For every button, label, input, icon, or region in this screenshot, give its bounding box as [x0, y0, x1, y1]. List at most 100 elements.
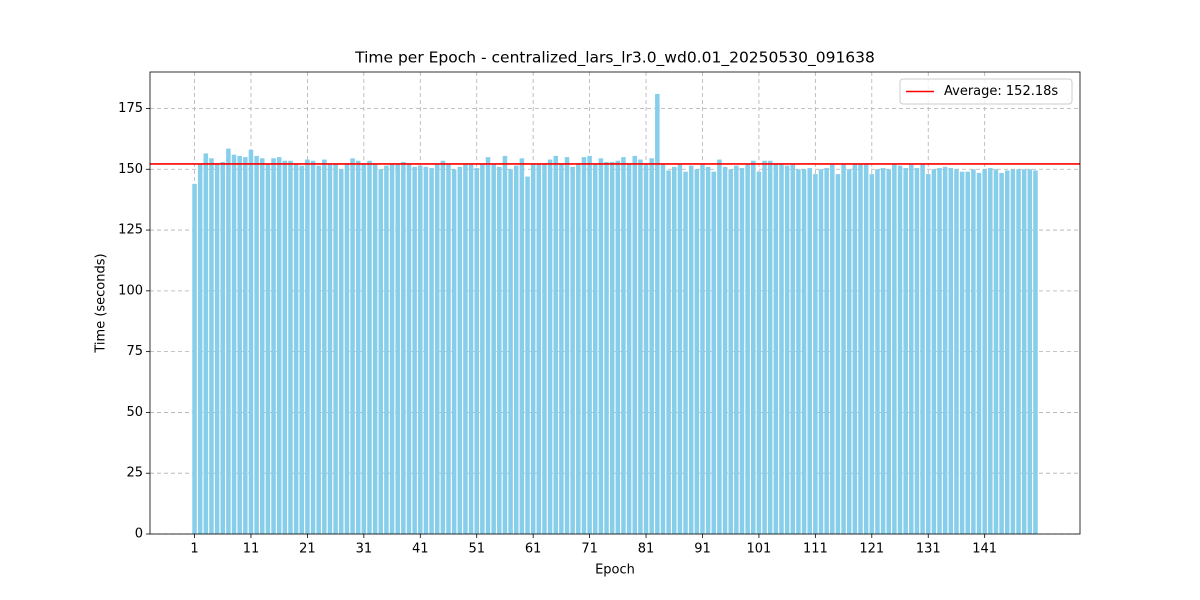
bar — [717, 159, 722, 534]
bar — [959, 171, 965, 534]
bar — [401, 161, 406, 534]
bar — [807, 168, 812, 534]
bar — [638, 159, 643, 534]
y-axis-label: Time (seconds) — [94, 253, 109, 353]
bar — [587, 155, 592, 535]
bar — [694, 169, 700, 534]
bar — [773, 164, 779, 534]
bar — [440, 160, 446, 534]
bar — [779, 164, 784, 534]
bar — [581, 157, 587, 534]
bar — [259, 158, 265, 535]
bar — [446, 164, 451, 534]
x-tick-label: 101 — [747, 542, 772, 557]
y-tick-label: 175 — [118, 101, 143, 116]
bar — [609, 161, 615, 534]
bar — [937, 168, 942, 534]
bar — [243, 157, 248, 534]
bar — [265, 164, 271, 534]
bar — [423, 166, 429, 534]
bar — [796, 169, 801, 534]
bar — [1016, 169, 1021, 534]
bar — [406, 164, 412, 534]
bar — [632, 155, 638, 535]
bar — [305, 159, 310, 534]
bar — [192, 183, 197, 534]
bar — [339, 169, 344, 534]
bar — [751, 160, 756, 534]
bar — [553, 155, 558, 535]
bar — [954, 169, 959, 534]
bar — [1010, 169, 1016, 534]
bar — [739, 168, 745, 534]
x-tick-label: 81 — [638, 542, 655, 557]
bar — [621, 157, 626, 534]
y-tick-label: 25 — [126, 466, 143, 481]
bar — [965, 171, 971, 534]
bar — [688, 165, 694, 534]
bar — [530, 164, 536, 534]
bar — [835, 174, 841, 534]
bar — [615, 160, 621, 534]
bar — [852, 164, 858, 534]
bar — [875, 169, 880, 534]
bar — [982, 169, 987, 534]
bar — [886, 169, 891, 534]
bar — [1021, 169, 1027, 534]
bar — [790, 164, 796, 534]
bar — [519, 158, 525, 535]
bar — [604, 161, 609, 534]
bar — [897, 165, 903, 534]
bar — [344, 163, 350, 534]
bar — [920, 164, 925, 534]
bar — [468, 164, 474, 534]
bar — [372, 164, 378, 534]
bar — [643, 164, 649, 534]
bar — [767, 160, 773, 534]
bar — [1004, 170, 1010, 534]
bar — [909, 164, 914, 534]
bar — [513, 165, 519, 534]
x-tick-label: 61 — [525, 542, 542, 557]
chart-title: Time per Epoch - centralized_lars_lr3.0_… — [354, 49, 875, 68]
bar — [711, 171, 717, 534]
bar — [999, 172, 1004, 534]
bar — [784, 165, 790, 534]
bar — [880, 168, 886, 534]
bar — [322, 159, 327, 534]
x-tick-label: 111 — [803, 542, 828, 557]
bar — [288, 160, 293, 534]
y-tick-label: 125 — [118, 223, 143, 238]
bar — [976, 172, 982, 534]
bar — [497, 166, 502, 534]
x-tick-label: 41 — [412, 542, 429, 557]
plot-frame — [149, 71, 1081, 535]
bar — [660, 164, 666, 534]
y-tick-label: 150 — [118, 162, 143, 177]
bar — [451, 169, 457, 534]
bar — [830, 164, 835, 534]
bar — [903, 168, 908, 534]
y-tick-label: 50 — [126, 405, 143, 420]
bar — [508, 169, 513, 534]
bar — [988, 168, 993, 534]
bar — [231, 154, 237, 534]
bar — [485, 157, 491, 534]
bar — [649, 158, 654, 535]
bar — [547, 159, 553, 534]
bar — [355, 160, 361, 534]
bar — [333, 164, 338, 534]
bar — [655, 93, 660, 534]
bar — [248, 149, 254, 534]
bar — [728, 169, 733, 534]
bar — [813, 174, 818, 534]
x-tick-label: 121 — [859, 542, 884, 557]
bar — [745, 164, 750, 534]
bar — [412, 166, 417, 534]
bar — [564, 157, 570, 534]
y-tick-label: 100 — [118, 283, 143, 298]
bar — [271, 158, 276, 535]
bar — [327, 164, 333, 534]
bar — [626, 164, 632, 534]
